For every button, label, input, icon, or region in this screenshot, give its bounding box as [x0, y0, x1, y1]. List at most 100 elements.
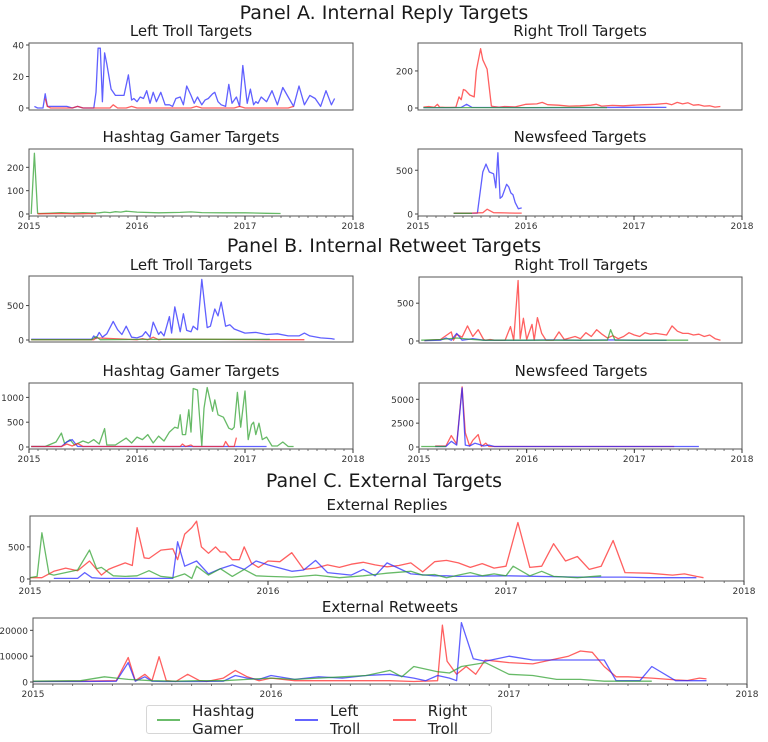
subplot-B1: 0 500	[7, 275, 354, 347]
y-tick-label: 500	[8, 543, 25, 553]
y-tick-label: 5000	[391, 396, 414, 406]
legend-line-icon	[392, 718, 416, 721]
x-tick-label: 2017	[498, 690, 521, 700]
x-tick-label: 2017	[234, 222, 257, 232]
y-tick-label: 0	[18, 211, 24, 221]
series-line	[31, 335, 270, 341]
y-tick-label: 0	[18, 105, 24, 115]
y-tick-label: 0	[18, 337, 24, 347]
x-tick-label: 2016	[126, 455, 149, 465]
series-line	[424, 279, 721, 342]
x-tick-label: 2017	[623, 455, 646, 465]
y-tick-label: 0	[408, 338, 414, 348]
subplot-B3: 0 500 1000 2015 2016 2017 2018	[1, 382, 365, 465]
subplot-title-c-external-retweets: External Retweets	[321, 598, 459, 616]
subplot-A4: 0 500 2015 2016 2017 2018	[396, 148, 754, 232]
x-tick-label: 2016	[515, 455, 538, 465]
series-line	[31, 438, 267, 448]
x-tick-label: 2016	[257, 587, 280, 597]
axes-frame	[418, 276, 743, 344]
subplot-title-a-left-troll: Left Troll Targets	[129, 22, 253, 40]
axes-frame	[417, 42, 743, 111]
legend-item-left-troll: Left Troll	[295, 702, 375, 738]
series-line	[421, 329, 689, 341]
x-tick-label: 2017	[495, 587, 518, 597]
y-tick-label: 0	[407, 105, 413, 115]
subplot-A2: 0 200	[396, 42, 743, 115]
legend-line-icon	[157, 718, 181, 721]
y-tick-label: 20000	[0, 627, 28, 637]
series-line	[31, 278, 335, 340]
x-tick-label: 2018	[733, 587, 756, 597]
x-tick-label: 2018	[342, 222, 365, 232]
subplot-title-a-newsfeed: Newsfeed Targets	[513, 128, 647, 146]
x-tick-label: 2015	[407, 222, 430, 232]
legend-label: Right Troll	[427, 701, 468, 738]
y-tick-label: 500	[397, 300, 414, 310]
subplot-A3: 0 100 200 2015 2016 2017 2018	[7, 148, 365, 232]
legend-line-icon	[295, 718, 318, 721]
axes-frame	[28, 275, 354, 343]
legend: Hashtag Gamer Left Troll Right Troll	[146, 702, 492, 738]
subplot-C1: 0 500 2015 2016 2017 2018	[8, 515, 756, 597]
y-tick-label: 40	[13, 42, 25, 52]
y-tick-label: 20	[13, 73, 25, 83]
x-tick-label: 2015	[19, 587, 42, 597]
series-line	[31, 437, 238, 448]
y-tick-label: 0	[18, 444, 24, 454]
subplot-title-b-hashtag-gamer: Hashtag Gamer Targets	[102, 362, 280, 380]
x-tick-label: 2018	[731, 222, 754, 232]
y-tick-label: 200	[396, 67, 413, 77]
panel-c-title: Panel C. External Targets	[265, 470, 503, 492]
x-tick-label: 2017	[234, 455, 257, 465]
axes-frame	[28, 382, 354, 450]
legend-label: Hashtag Gamer	[192, 701, 255, 738]
series-line	[423, 48, 721, 109]
y-tick-label: 500	[396, 167, 413, 177]
series-line	[30, 520, 704, 579]
y-tick-label: 0	[408, 444, 414, 454]
subplot-B2: 0 500	[397, 276, 743, 348]
y-tick-label: 2500	[391, 420, 414, 430]
legend-item-right-troll: Right Troll	[392, 701, 481, 738]
series-line	[33, 621, 707, 683]
legend-item-hashtag-gamer: Hashtag Gamer	[157, 702, 277, 738]
series-line	[30, 152, 281, 215]
series-line	[32, 661, 652, 682]
series-line	[32, 624, 707, 683]
series-line	[53, 541, 697, 580]
y-tick-label: 500	[7, 419, 24, 429]
axes-frame	[417, 148, 743, 217]
series-line	[435, 387, 699, 448]
subplot-title-a-hashtag-gamer: Hashtag Gamer Targets	[102, 128, 280, 146]
series-line	[453, 208, 522, 214]
x-tick-label: 2016	[260, 690, 283, 700]
subplot-title-c-external-replies: External Replies	[326, 496, 448, 514]
axes-frame	[28, 148, 354, 217]
y-tick-label: 500	[7, 302, 24, 312]
y-tick-label: 0	[22, 679, 28, 689]
x-tick-label: 2017	[623, 222, 646, 232]
x-tick-label: 2016	[126, 222, 149, 232]
series-line	[31, 386, 294, 448]
y-tick-label: 0	[19, 576, 25, 586]
x-tick-label: 2018	[731, 455, 754, 465]
series-line	[34, 47, 336, 109]
panel-a-title: Panel A. Internal Reply Targets	[239, 2, 529, 24]
subplot-title-b-newsfeed: Newsfeed Targets	[514, 362, 648, 380]
series-line	[435, 386, 675, 448]
subplot-A1: 0 20 40	[13, 42, 354, 115]
x-tick-label: 2018	[342, 455, 365, 465]
y-tick-label: 200	[7, 164, 24, 174]
subplot-title-a-right-troll: Right Troll Targets	[513, 22, 647, 40]
x-tick-label: 2015	[18, 222, 41, 232]
series-line	[453, 152, 522, 214]
panel-b-title: Panel B. Internal Retweet Targets	[226, 235, 542, 257]
axes-frame	[28, 42, 354, 111]
x-tick-label: 2015	[18, 455, 41, 465]
y-tick-label: 0	[407, 211, 413, 221]
x-tick-label: 2015	[22, 690, 45, 700]
subplot-title-b-right-troll: Right Troll Targets	[514, 256, 648, 274]
axes-frame	[29, 515, 745, 582]
